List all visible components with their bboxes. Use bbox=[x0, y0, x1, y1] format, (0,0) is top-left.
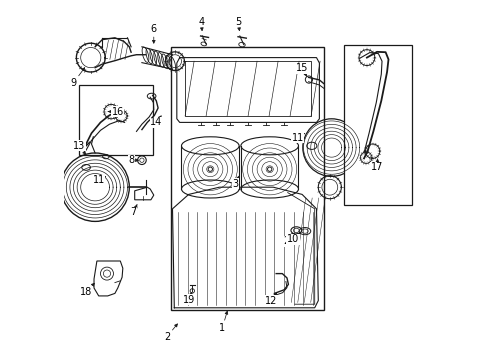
Text: 6: 6 bbox=[150, 24, 157, 43]
Bar bbox=[170, 47, 323, 310]
Text: 2: 2 bbox=[283, 233, 292, 246]
Bar bbox=[79, 85, 152, 155]
Text: 11: 11 bbox=[92, 175, 105, 185]
Text: 3: 3 bbox=[232, 176, 239, 189]
Text: 4: 4 bbox=[198, 17, 204, 31]
Text: 7: 7 bbox=[130, 204, 137, 217]
Text: 14: 14 bbox=[150, 116, 162, 127]
Text: 19: 19 bbox=[182, 292, 194, 305]
Text: 12: 12 bbox=[265, 293, 277, 306]
Text: 1: 1 bbox=[219, 311, 227, 333]
Text: 10: 10 bbox=[286, 233, 299, 244]
Text: 13: 13 bbox=[73, 141, 85, 154]
Text: 15: 15 bbox=[295, 63, 307, 76]
Text: 17: 17 bbox=[370, 159, 383, 172]
Bar bbox=[343, 45, 411, 205]
Text: 2: 2 bbox=[163, 324, 177, 342]
Text: 18: 18 bbox=[80, 283, 94, 297]
Text: 5: 5 bbox=[235, 17, 241, 31]
Text: 8: 8 bbox=[128, 155, 138, 165]
Text: 16: 16 bbox=[108, 107, 123, 117]
Text: 11: 11 bbox=[291, 132, 304, 143]
Text: 9: 9 bbox=[70, 68, 84, 88]
